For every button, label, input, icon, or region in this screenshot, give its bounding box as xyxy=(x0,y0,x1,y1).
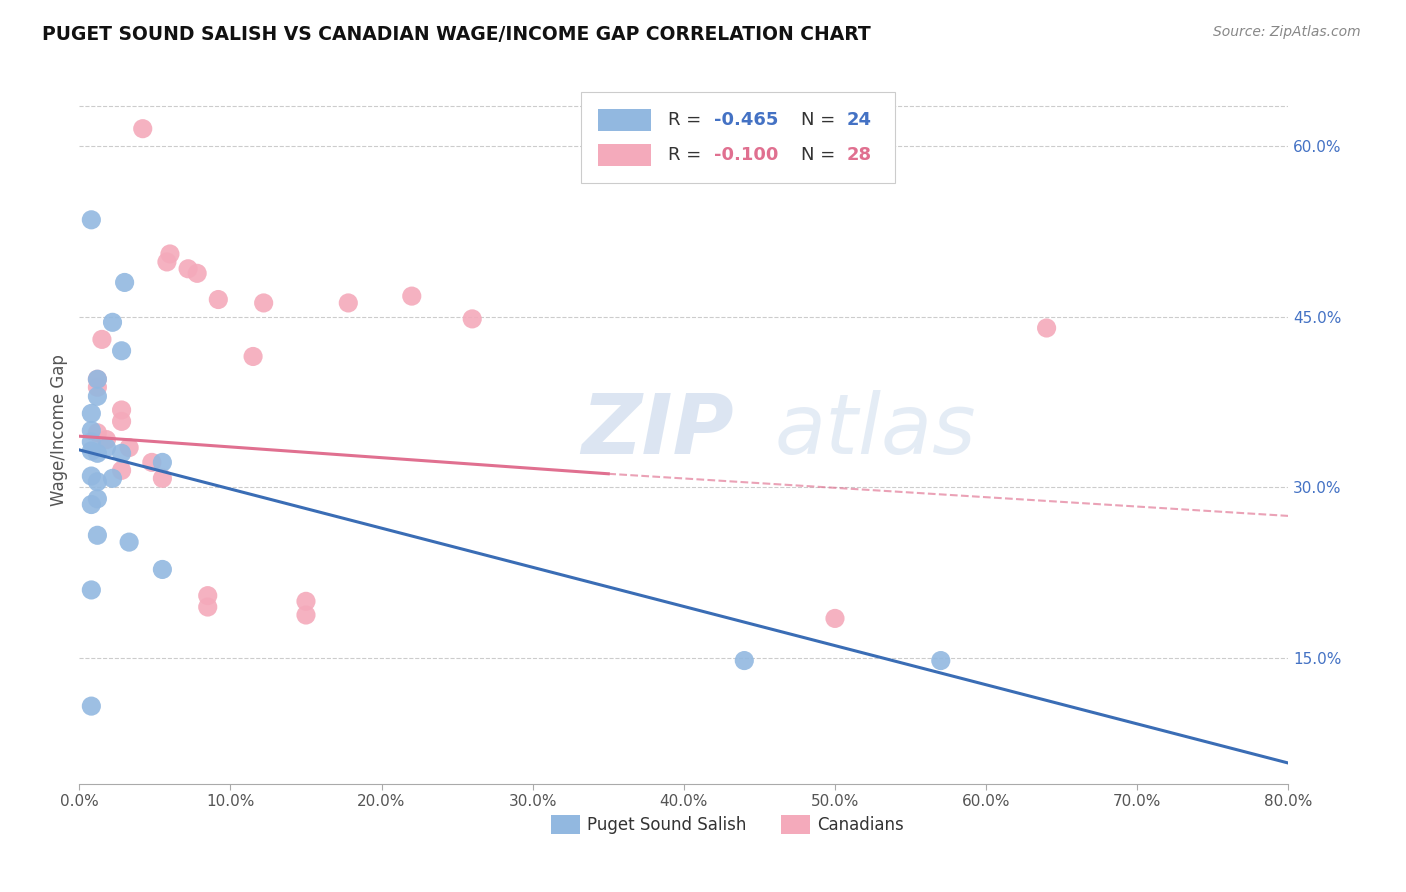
Point xyxy=(242,350,264,364)
Text: -0.100: -0.100 xyxy=(714,146,779,164)
Point xyxy=(197,600,219,615)
Point xyxy=(337,296,360,310)
Text: 28: 28 xyxy=(846,146,872,164)
Y-axis label: Wage/Income Gap: Wage/Income Gap xyxy=(51,354,67,507)
Point xyxy=(86,372,108,386)
Text: R =: R = xyxy=(668,146,707,164)
Point xyxy=(80,699,103,714)
Point xyxy=(110,463,132,477)
Point xyxy=(150,562,173,576)
Bar xyxy=(551,815,579,834)
Point xyxy=(86,389,108,403)
Point xyxy=(80,212,103,227)
Bar xyxy=(780,815,810,834)
Point xyxy=(253,296,276,310)
Point xyxy=(86,446,108,460)
Point xyxy=(207,293,229,307)
FancyBboxPatch shape xyxy=(581,92,896,184)
Point xyxy=(96,433,118,447)
Point xyxy=(110,414,132,428)
Text: Canadians: Canadians xyxy=(817,815,904,833)
Text: PUGET SOUND SALISH VS CANADIAN WAGE/INCOME GAP CORRELATION CHART: PUGET SOUND SALISH VS CANADIAN WAGE/INCO… xyxy=(42,25,870,44)
Point xyxy=(110,343,132,358)
Text: 24: 24 xyxy=(846,111,872,128)
Point xyxy=(156,255,179,269)
Point xyxy=(96,441,118,455)
Point xyxy=(159,247,181,261)
Point xyxy=(118,441,141,455)
Point xyxy=(80,444,103,458)
Point xyxy=(80,424,103,438)
Point xyxy=(86,491,108,506)
Point xyxy=(118,535,141,549)
Bar xyxy=(598,144,651,167)
Point xyxy=(150,455,173,469)
Point xyxy=(186,266,208,280)
Text: Source: ZipAtlas.com: Source: ZipAtlas.com xyxy=(1213,25,1361,39)
Point xyxy=(114,276,136,290)
Point xyxy=(141,455,163,469)
Point xyxy=(929,654,952,668)
Point xyxy=(177,261,200,276)
Point xyxy=(101,471,124,485)
Bar xyxy=(598,109,651,131)
Text: Puget Sound Salish: Puget Sound Salish xyxy=(588,815,747,833)
Point xyxy=(197,589,219,603)
Point xyxy=(90,332,112,346)
Point xyxy=(80,434,103,449)
Text: atlas: atlas xyxy=(775,390,976,471)
Point xyxy=(110,403,132,417)
Point xyxy=(150,471,173,485)
Point xyxy=(461,311,484,326)
Point xyxy=(1035,321,1057,335)
Point xyxy=(86,380,108,394)
Text: ZIP: ZIP xyxy=(581,390,734,471)
Point xyxy=(86,528,108,542)
Point xyxy=(86,425,108,440)
Point xyxy=(101,315,124,329)
Point xyxy=(80,498,103,512)
Text: N =: N = xyxy=(801,146,841,164)
Point xyxy=(80,582,103,597)
Text: N =: N = xyxy=(801,111,841,128)
Point xyxy=(86,372,108,386)
Point xyxy=(110,446,132,460)
Point xyxy=(295,594,318,608)
Point xyxy=(733,654,755,668)
Text: -0.465: -0.465 xyxy=(714,111,779,128)
Point xyxy=(80,469,103,483)
Point xyxy=(80,406,103,420)
Point xyxy=(295,607,318,622)
Point xyxy=(401,289,423,303)
Text: R =: R = xyxy=(668,111,707,128)
Point xyxy=(824,611,846,625)
Point xyxy=(86,475,108,489)
Point xyxy=(132,121,155,136)
